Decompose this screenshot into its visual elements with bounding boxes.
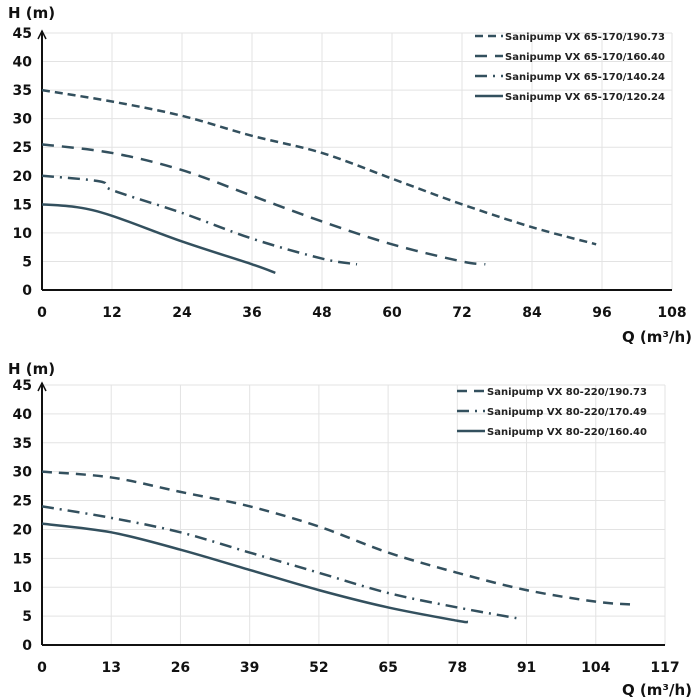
y-tick-label: 5 (22, 254, 32, 270)
series-line (41, 203, 276, 275)
chart-2: 0 5 10 15 20 25 30 35 40 45 0 13 26 39 52 65 78 91 104 117 H… (8, 360, 692, 699)
x-tick-label: 24 (172, 305, 192, 321)
series-line (41, 470, 634, 606)
x-tick-label: 12 (102, 305, 121, 321)
x-tick-label: 108 (657, 305, 686, 321)
y-tick-label: 40 (13, 55, 33, 71)
series-line (41, 505, 522, 621)
y-axis-label: H (m) (8, 360, 55, 378)
x-tick-label: 0 (37, 305, 47, 321)
x-tick-label: 117 (650, 660, 679, 676)
y-axis-arrow-icon (37, 29, 47, 40)
x-tick-label: 78 (448, 660, 467, 676)
x-tick-label: 26 (171, 660, 190, 676)
y-tick-label: 40 (13, 407, 33, 423)
x-axis-label: Q (m³/h) (622, 328, 692, 346)
chart-1: 0 5 10 15 20 25 30 35 40 45 0 12 24 36 48 60 72 84 96 108 H … (8, 4, 692, 346)
legend-entry: Sanipump VX 80-220/170.49 (487, 407, 647, 418)
x-tick-label: 0 (37, 660, 47, 676)
x-tick-label: 65 (378, 660, 397, 676)
legend-entry: Sanipump VX 80-220/190.73 (487, 387, 647, 398)
x-tick-label: 39 (240, 660, 259, 676)
y-tick-label: 25 (13, 140, 32, 156)
y-tick-label: 10 (13, 226, 33, 242)
x-tick-label: 72 (452, 305, 471, 321)
y-tick-label: 20 (13, 522, 33, 538)
x-tick-label: 48 (312, 305, 331, 321)
series-line (41, 143, 486, 266)
series-line (41, 522, 469, 624)
legend-entry: Sanipump VX 65-170/190.73 (505, 32, 665, 43)
y-tick-label: 35 (13, 436, 32, 452)
series-line (41, 174, 358, 266)
series-line (41, 88, 597, 246)
y-tick-label: 15 (13, 197, 32, 213)
y-tick-label: 15 (13, 551, 32, 567)
y-tick-label: 35 (13, 83, 32, 99)
x-tick-label: 96 (592, 305, 611, 321)
y-tick-label: 45 (13, 26, 32, 42)
x-axis-label: Q (m³/h) (622, 681, 692, 699)
x-tick-label: 60 (382, 305, 402, 321)
x-tick-label: 13 (101, 660, 120, 676)
y-tick-label: 45 (13, 378, 32, 394)
x-tick-label: 84 (522, 305, 542, 321)
legend-entry: Sanipump VX 80-220/160.40 (487, 427, 647, 438)
y-tick-label: 30 (13, 112, 33, 128)
y-tick-label: 0 (22, 283, 32, 299)
y-axis-arrow-icon (37, 381, 47, 392)
legend-entry: Sanipump VX 65-170/160.40 (505, 52, 665, 63)
y-axis-label: H (m) (8, 4, 55, 22)
x-tick-label: 104 (581, 660, 610, 676)
y-tick-label: 5 (22, 609, 32, 625)
legend-entry: Sanipump VX 65-170/140.24 (505, 72, 665, 83)
y-tick-label: 0 (22, 638, 32, 654)
x-tick-label: 91 (517, 660, 536, 676)
y-tick-label: 20 (13, 169, 33, 185)
x-tick-label: 52 (309, 660, 328, 676)
y-tick-label: 25 (13, 494, 32, 510)
legend-entry: Sanipump VX 65-170/120.24 (505, 92, 665, 103)
y-tick-label: 30 (13, 465, 33, 481)
x-tick-label: 36 (242, 305, 261, 321)
y-tick-label: 10 (13, 580, 33, 596)
